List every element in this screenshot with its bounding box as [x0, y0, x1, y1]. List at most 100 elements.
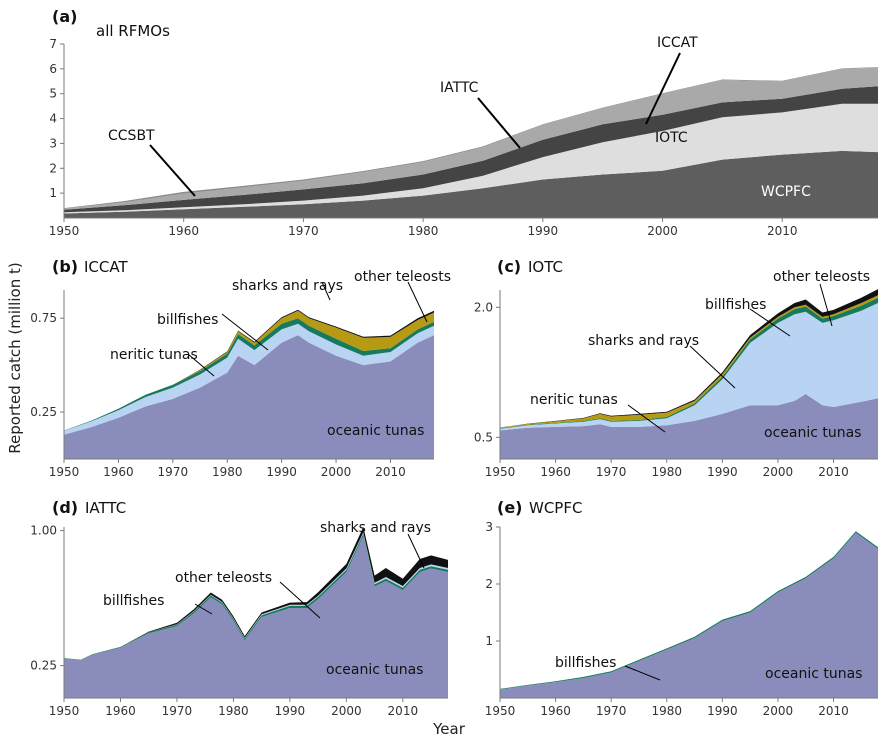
panel-a-x-tick-label: 1950	[49, 224, 80, 238]
panel-c-x-tick-label: 1980	[651, 465, 682, 479]
panel-b-leader-sharks	[321, 281, 331, 301]
panel-d-x-tick-label: 2000	[331, 704, 362, 718]
panel-b-leader-other	[407, 281, 428, 323]
panel-a-y-tick-label: 3	[49, 136, 57, 150]
panel-e-x-tick-label: 2000	[763, 704, 794, 718]
panel-c-y-tick-label: 0.5	[474, 430, 493, 444]
panel-a: (a) all RFMOs 1950 1960 1970 1980 1990 2000 20…	[49, 7, 878, 238]
panel-a-y-tick-label: 4	[49, 112, 57, 126]
panel-d-x-tick-label: 1980	[218, 704, 249, 718]
panel-e-y-tick-label: 1	[485, 634, 493, 648]
panel-a-area-iattc	[64, 67, 878, 210]
panel-b-label: (b)	[52, 257, 78, 276]
panel-a-label: (a)	[52, 7, 77, 26]
panel-e-leader-billfishes	[624, 665, 661, 681]
panel-d: (d) IATTC 1950 1960 1970 1980 1990 2000 2010 0.…	[30, 498, 448, 718]
panel-d-annotation-sharks: sharks and rays	[320, 520, 431, 536]
panel-a-x-tick-label: 2000	[647, 224, 678, 238]
panel-d-x-tick-label: 1960	[105, 704, 136, 718]
panel-c-leader-billfishes	[749, 308, 791, 337]
panel-e-plot: 1950 1960 1970 1980 1990 2000 2010 1 2 3	[485, 520, 878, 718]
panel-d-area-oceanic-tunas	[64, 536, 448, 698]
panel-a-annotation-iccat: ICCAT	[657, 35, 698, 51]
panel-e-y-tick-label: 3	[485, 520, 493, 534]
panel-b-x-tick-label: 1980	[212, 465, 243, 479]
panel-c-area-neritic-tunas	[500, 303, 878, 431]
panel-a-leader-iccat	[645, 52, 681, 125]
panel-a-x-tick-label: 1990	[528, 224, 559, 238]
panel-d-label: (d)	[52, 498, 78, 517]
panel-d-x-tick-label: 2010	[388, 704, 419, 718]
panel-d-annotation-other: other teleosts	[175, 570, 272, 586]
panel-a-title: all RFMOs	[96, 22, 170, 40]
panel-e-x-tick-label: 1980	[651, 704, 682, 718]
panel-e-x-tick-label: 1970	[596, 704, 627, 718]
panel-b-area-sharks-and-rays	[64, 310, 434, 431]
panel-d-y-tick-label: 0.25	[30, 659, 57, 673]
panel-a-y-tick-label: 1	[49, 186, 57, 200]
panel-e-annotation-billfishes: billfishes	[555, 655, 616, 671]
panel-c-annotation-billfishes: billfishes	[705, 297, 766, 313]
panel-c-area-oceanic-tunas	[500, 394, 878, 459]
panel-c-title: IOTC	[528, 258, 563, 276]
panel-b-x-tick-label: 1990	[266, 465, 297, 479]
panel-a-leader-iattc	[477, 97, 521, 149]
panel-b-y-tick-label: 0.75	[30, 311, 57, 325]
panel-b-area-billfishes	[64, 318, 434, 431]
panel-b-leader-neritic	[187, 353, 215, 377]
panel-b-annotation-oceanic: oceanic tunas	[327, 423, 424, 439]
panel-d-annotation-billfishes: billfishes	[103, 593, 164, 609]
panel-e-area-oceanic-tunas	[500, 532, 878, 698]
panel-b-area-oceanic-tunas	[64, 335, 434, 459]
panel-d-x-tick-label: 1970	[162, 704, 193, 718]
panel-a-x-tick-label: 1960	[168, 224, 199, 238]
panel-b-x-tick-label: 2010	[375, 465, 406, 479]
panel-e-x-tick-label: 1990	[707, 704, 738, 718]
panel-c-x-tick-label: 2010	[818, 465, 849, 479]
panel-a-y-tick-label: 7	[49, 37, 57, 51]
panel-d-leader-sharks	[407, 533, 425, 569]
panel-d-annotation-oceanic: oceanic tunas	[326, 662, 423, 678]
panel-a-x-tick-label: 1980	[408, 224, 439, 238]
panel-a-x-tick-label: 1970	[288, 224, 319, 238]
panel-b-area-neritic-tunas	[64, 323, 434, 435]
panel-e-title: WCPFC	[529, 499, 582, 517]
panel-e-y-tick-label: 2	[485, 577, 493, 591]
panel-a-annotation-iattc: IATTC	[440, 80, 479, 96]
panel-c-leader-other	[819, 283, 833, 327]
panel-b-y-tick-label: 0.25	[30, 405, 57, 419]
panel-e-x-tick-label: 2010	[818, 704, 849, 718]
panel-c-x-tick-label: 1990	[707, 465, 738, 479]
panel-e-annotation-oceanic: oceanic tunas	[765, 666, 862, 682]
panel-b: (b) ICCAT 1950 1960 1970 1980 1990 2000 2010 0.…	[30, 257, 451, 479]
panel-d-leader-other	[279, 581, 321, 619]
panel-c-annotation-oceanic: oceanic tunas	[764, 425, 861, 441]
panel-b-x-tick-label: 1950	[49, 465, 80, 479]
x-axis-label: Year	[432, 720, 466, 738]
panel-d-y-tick-label: 1.00	[30, 524, 57, 538]
panel-d-title: IATTC	[85, 499, 126, 517]
panel-b-x-tick-label: 1960	[103, 465, 134, 479]
panel-c-x-tick-label: 1970	[596, 465, 627, 479]
panel-c-leader-neritic	[627, 404, 666, 433]
panel-e-x-tick-label: 1960	[540, 704, 571, 718]
panel-c: (c) IOTC 1950 1960 1970 1980 1990 2000 2010 0.5…	[474, 257, 878, 479]
panel-c-leader-sharks	[689, 345, 736, 389]
panel-a-y-tick-label: 2	[49, 161, 57, 175]
panel-c-x-tick-label: 1950	[485, 465, 516, 479]
panel-b-annotation-other: other teleosts	[354, 269, 451, 285]
panel-b-plot: 1950 1960 1970 1980 1990 2000 2010 0.25 0.75	[30, 290, 434, 479]
panel-c-plot: 1950 1960 1970 1980 1990 2000 2010 0.5 2.0	[474, 289, 878, 479]
panel-b-x-tick-label: 2000	[321, 465, 352, 479]
panel-d-leader-billfishes	[194, 603, 213, 615]
panel-d-x-tick-label: 1950	[49, 704, 80, 718]
panel-c-label: (c)	[497, 257, 521, 276]
panel-c-annotation-neritic: neritic tunas	[530, 392, 618, 408]
panel-a-annotation-ccsbt: CCSBT	[108, 128, 155, 144]
panel-d-x-tick-label: 1990	[275, 704, 306, 718]
panel-c-annotation-sharks: sharks and rays	[588, 333, 699, 349]
panel-a-plot: 1950 1960 1970 1980 1990 2000 2010 1 2 3 4 5 6 7	[49, 37, 878, 238]
panel-e-label: (e)	[497, 498, 522, 517]
panel-a-annotation-iotc: IOTC	[655, 130, 688, 146]
